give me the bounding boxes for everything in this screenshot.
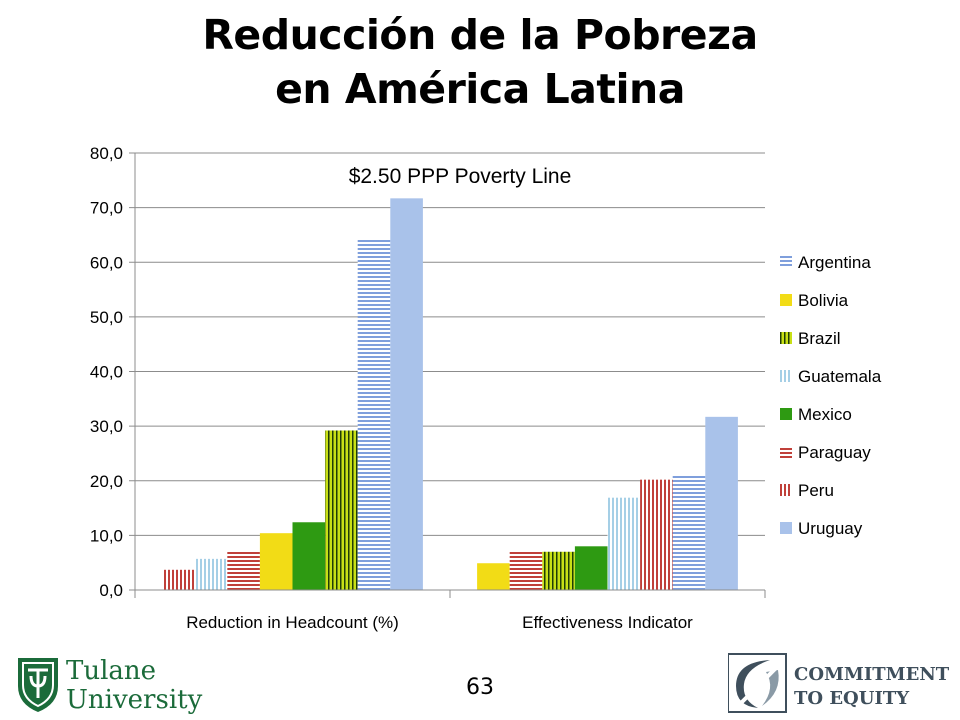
- y-tick-label: 80,0: [90, 144, 123, 163]
- title-line-2: en América Latina: [275, 65, 685, 113]
- y-tick-label: 40,0: [90, 363, 123, 382]
- y-tick-label: 70,0: [90, 199, 123, 218]
- commitment-to-equity-logo: COMMITMENT TO EQUITY: [727, 652, 950, 714]
- bar-peru: [162, 569, 195, 590]
- title-line-1: Reducción de la Pobreza: [202, 11, 758, 59]
- bar-peru: [640, 479, 673, 590]
- legend-label-mexico: Mexico: [798, 405, 852, 424]
- bar-bolivia: [259, 533, 293, 590]
- legend-label-bolivia: Bolivia: [798, 291, 849, 310]
- bar-argentina: [357, 239, 391, 590]
- cte-emblem-icon: [727, 653, 787, 713]
- bar-uruguay: [390, 198, 423, 590]
- legend-swatch-paraguay: [780, 446, 792, 458]
- bar-bolivia: [477, 563, 510, 590]
- legend: Argentina Bolivia Brazil Guatemala Mexico Par…: [780, 253, 882, 538]
- tulane-shield-icon: [18, 658, 58, 712]
- bar-argentina: [672, 475, 706, 590]
- gridlines: [135, 152, 765, 591]
- axes: 0,0 10,0 20,0 30,0 40,0 50,0 60,0 70,0 80,0 Reduc…: [90, 144, 766, 632]
- y-tick-label: 50,0: [90, 308, 123, 327]
- cte-logo-line-2: TO EQUITY: [794, 688, 910, 709]
- tulane-logo-line-2: University: [66, 685, 203, 714]
- x-category-label: Effectiveness Indicator: [522, 613, 693, 632]
- page-number: 63: [466, 675, 494, 700]
- legend-swatch-bolivia: [780, 294, 792, 306]
- chart: 0,0 10,0 20,0 30,0 40,0 50,0 60,0 70,0 80,0 Reduc…: [90, 144, 882, 632]
- y-tick-label: 0,0: [99, 581, 123, 600]
- y-tick-label: 60,0: [90, 253, 123, 272]
- bar-guatemala: [194, 558, 228, 590]
- bar-brazil: [325, 430, 358, 590]
- bar-paraguay: [509, 551, 543, 590]
- chart-annotation: $2.50 PPP Poverty Line: [349, 165, 572, 188]
- bars: [162, 198, 738, 590]
- legend-label-argentina: Argentina: [798, 253, 871, 272]
- legend-label-peru: Peru: [798, 481, 834, 500]
- bar-paraguay: [227, 551, 260, 590]
- y-tick-label: 20,0: [90, 472, 123, 491]
- bar-brazil: [542, 551, 575, 590]
- tulane-logo: Tulane University: [14, 652, 214, 715]
- cte-logo-line-1: COMMITMENT: [794, 664, 950, 685]
- y-tick-label: 30,0: [90, 417, 123, 436]
- legend-label-paraguay: Paraguay: [798, 443, 871, 462]
- legend-swatch-peru: [780, 484, 792, 496]
- bar-mexico: [292, 522, 326, 590]
- legend-label-uruguay: Uruguay: [798, 519, 863, 538]
- legend-swatch-brazil: [780, 332, 792, 344]
- legend-swatch-mexico: [780, 408, 792, 420]
- bar-uruguay: [705, 416, 738, 590]
- x-category-label: Reduction in Headcount (%): [186, 613, 399, 632]
- legend-label-guatemala: Guatemala: [798, 367, 882, 386]
- y-tick-label: 10,0: [90, 526, 123, 545]
- tulane-logo-line-1: Tulane: [66, 656, 156, 686]
- page-title: Reducción de la Pobreza en América Latin…: [0, 8, 960, 116]
- legend-label-brazil: Brazil: [798, 329, 841, 348]
- legend-swatch-guatemala: [780, 370, 792, 382]
- bar-mexico: [574, 546, 608, 590]
- bar-guatemala: [607, 497, 641, 590]
- legend-swatch-uruguay: [780, 522, 792, 534]
- legend-swatch-argentina: [780, 256, 792, 268]
